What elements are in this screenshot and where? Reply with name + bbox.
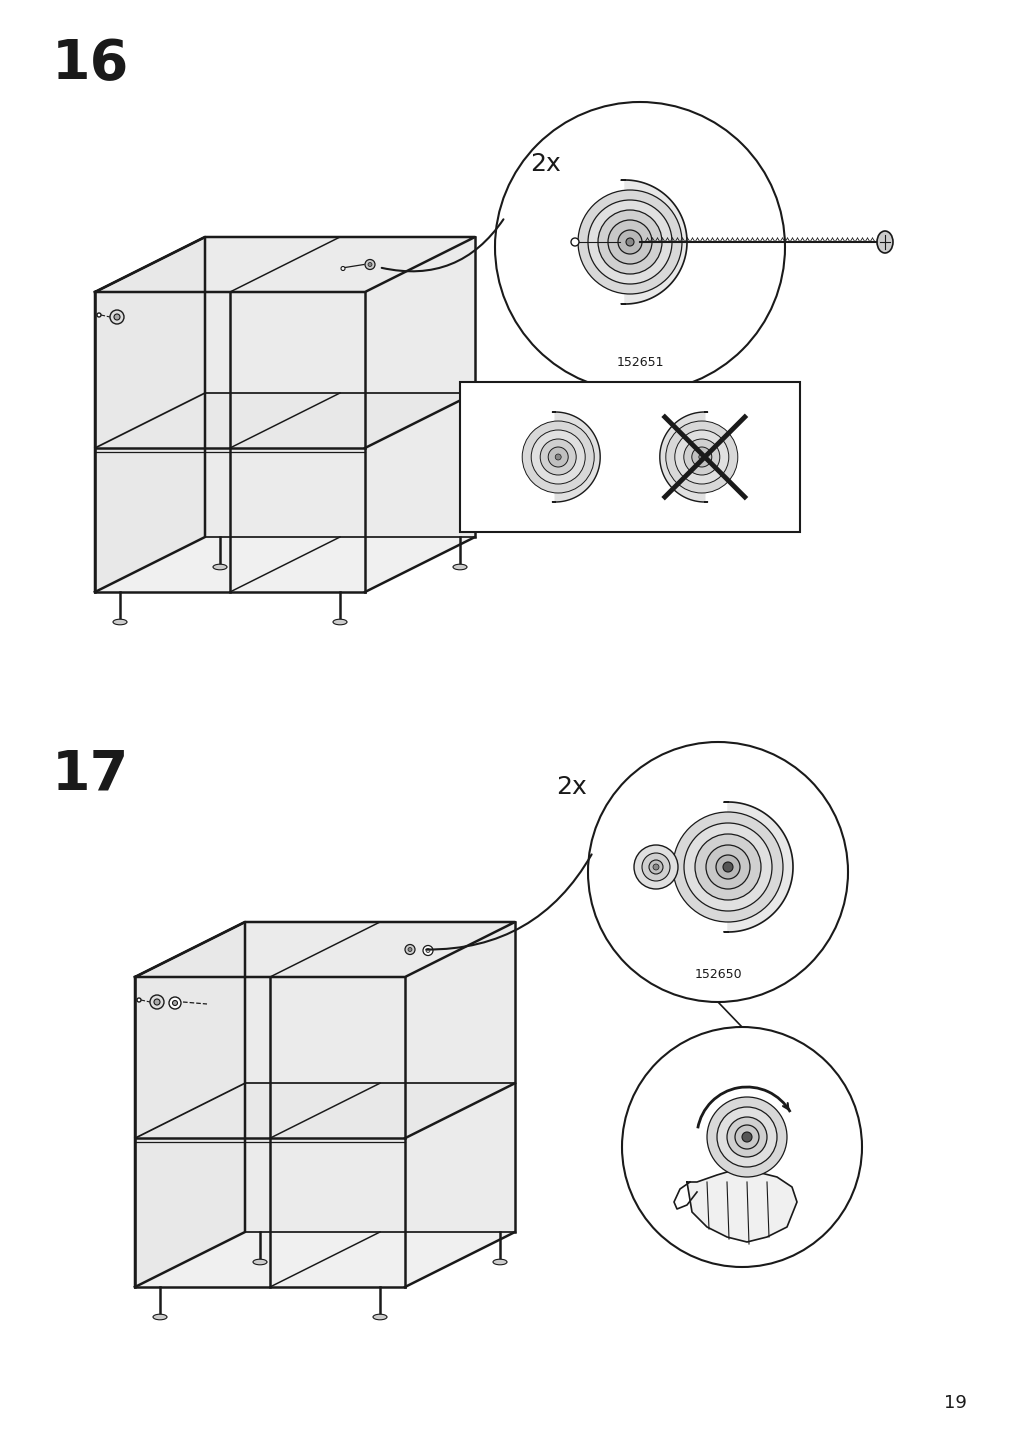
Circle shape: [741, 1133, 751, 1141]
Text: 2x: 2x: [530, 152, 560, 176]
Polygon shape: [621, 180, 686, 304]
Ellipse shape: [333, 619, 347, 624]
Polygon shape: [134, 922, 245, 1287]
Circle shape: [494, 102, 785, 392]
Circle shape: [683, 440, 719, 475]
Text: 19: 19: [943, 1393, 967, 1412]
Circle shape: [426, 948, 430, 952]
Circle shape: [652, 863, 658, 871]
Ellipse shape: [453, 564, 466, 570]
Circle shape: [716, 1107, 776, 1167]
Ellipse shape: [212, 564, 226, 570]
Circle shape: [674, 430, 728, 484]
Circle shape: [587, 200, 671, 284]
Circle shape: [577, 190, 681, 294]
Polygon shape: [134, 1232, 515, 1287]
Circle shape: [706, 845, 749, 889]
Polygon shape: [95, 238, 205, 591]
Circle shape: [692, 447, 711, 467]
Polygon shape: [95, 238, 474, 292]
Circle shape: [136, 998, 141, 1002]
Circle shape: [407, 948, 411, 951]
Circle shape: [540, 440, 575, 475]
Text: 152651: 152651: [616, 355, 663, 368]
Polygon shape: [659, 412, 707, 503]
Circle shape: [587, 742, 847, 1002]
Ellipse shape: [253, 1259, 267, 1264]
Polygon shape: [723, 802, 793, 932]
Circle shape: [154, 1000, 160, 1005]
Circle shape: [707, 1097, 787, 1177]
Ellipse shape: [113, 619, 126, 624]
Circle shape: [716, 855, 739, 879]
Circle shape: [368, 262, 372, 266]
Ellipse shape: [153, 1315, 167, 1320]
Circle shape: [618, 231, 641, 253]
Circle shape: [641, 853, 669, 881]
Circle shape: [423, 945, 433, 955]
Circle shape: [665, 421, 737, 493]
Circle shape: [633, 845, 677, 889]
Text: 2x: 2x: [555, 775, 586, 799]
Circle shape: [522, 421, 593, 493]
Circle shape: [699, 454, 704, 460]
Circle shape: [626, 238, 633, 246]
Circle shape: [404, 945, 415, 955]
Polygon shape: [205, 238, 474, 537]
Circle shape: [734, 1126, 758, 1148]
Bar: [460, 382, 800, 533]
Circle shape: [672, 812, 783, 922]
Circle shape: [97, 314, 101, 316]
Circle shape: [365, 259, 375, 269]
Text: 17: 17: [52, 748, 129, 800]
Circle shape: [531, 430, 584, 484]
Circle shape: [683, 823, 771, 911]
Ellipse shape: [373, 1315, 386, 1320]
Circle shape: [172, 1001, 177, 1005]
Circle shape: [555, 454, 561, 460]
Circle shape: [722, 862, 732, 872]
Circle shape: [648, 861, 662, 874]
Polygon shape: [95, 537, 474, 591]
Circle shape: [726, 1117, 766, 1157]
Circle shape: [114, 314, 120, 319]
Polygon shape: [552, 412, 600, 503]
Polygon shape: [95, 392, 474, 448]
Circle shape: [548, 447, 567, 467]
Circle shape: [622, 1027, 861, 1267]
Circle shape: [150, 995, 164, 1010]
Circle shape: [341, 266, 345, 271]
Polygon shape: [245, 922, 515, 1232]
Circle shape: [608, 221, 651, 263]
Ellipse shape: [492, 1259, 507, 1264]
Circle shape: [695, 833, 760, 899]
Circle shape: [110, 309, 124, 324]
Circle shape: [570, 238, 578, 246]
Polygon shape: [134, 922, 515, 977]
Circle shape: [169, 997, 181, 1010]
Polygon shape: [134, 1083, 515, 1138]
Text: 152650: 152650: [694, 968, 741, 981]
Ellipse shape: [877, 231, 892, 253]
Circle shape: [598, 211, 661, 274]
Polygon shape: [686, 1169, 797, 1242]
Text: 16: 16: [52, 37, 129, 92]
